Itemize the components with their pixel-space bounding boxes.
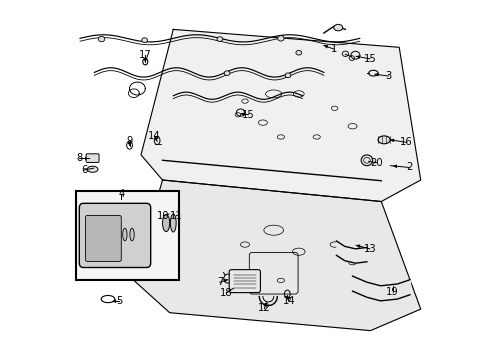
Text: 1: 1 xyxy=(331,44,337,54)
Text: 2: 2 xyxy=(406,162,413,172)
Text: 14: 14 xyxy=(282,296,295,306)
Text: 3: 3 xyxy=(385,71,392,81)
Text: 5: 5 xyxy=(116,296,122,306)
Polygon shape xyxy=(134,180,421,330)
Ellipse shape xyxy=(163,215,170,231)
Ellipse shape xyxy=(87,166,98,172)
Text: 7: 7 xyxy=(217,277,223,287)
FancyBboxPatch shape xyxy=(86,154,99,162)
Ellipse shape xyxy=(130,228,134,241)
Ellipse shape xyxy=(171,214,176,232)
Ellipse shape xyxy=(224,71,230,76)
Text: 20: 20 xyxy=(370,158,383,168)
Ellipse shape xyxy=(296,50,302,55)
Ellipse shape xyxy=(122,228,127,241)
Ellipse shape xyxy=(285,73,291,78)
Ellipse shape xyxy=(217,37,223,41)
Text: 16: 16 xyxy=(400,138,413,147)
Text: 9: 9 xyxy=(126,136,133,146)
Ellipse shape xyxy=(142,38,147,42)
Text: 11: 11 xyxy=(170,211,182,221)
Ellipse shape xyxy=(342,51,349,57)
Text: 15: 15 xyxy=(364,54,376,64)
Ellipse shape xyxy=(378,136,390,144)
Text: 6: 6 xyxy=(81,165,88,175)
Text: 19: 19 xyxy=(387,287,399,297)
Text: 15: 15 xyxy=(242,110,255,120)
Bar xyxy=(76,191,179,280)
Text: 14: 14 xyxy=(148,131,161,141)
Text: 18: 18 xyxy=(220,288,233,298)
Text: 12: 12 xyxy=(258,303,271,314)
Ellipse shape xyxy=(361,155,373,166)
Text: 10: 10 xyxy=(157,211,170,221)
Text: 17: 17 xyxy=(139,50,152,60)
Ellipse shape xyxy=(98,36,105,42)
Ellipse shape xyxy=(334,24,343,31)
FancyBboxPatch shape xyxy=(229,270,260,293)
Polygon shape xyxy=(141,30,421,202)
Text: 8: 8 xyxy=(76,153,82,163)
Text: 4: 4 xyxy=(118,189,124,199)
FancyBboxPatch shape xyxy=(85,216,122,261)
Text: 13: 13 xyxy=(364,244,376,254)
Ellipse shape xyxy=(278,36,284,41)
FancyBboxPatch shape xyxy=(79,203,151,267)
